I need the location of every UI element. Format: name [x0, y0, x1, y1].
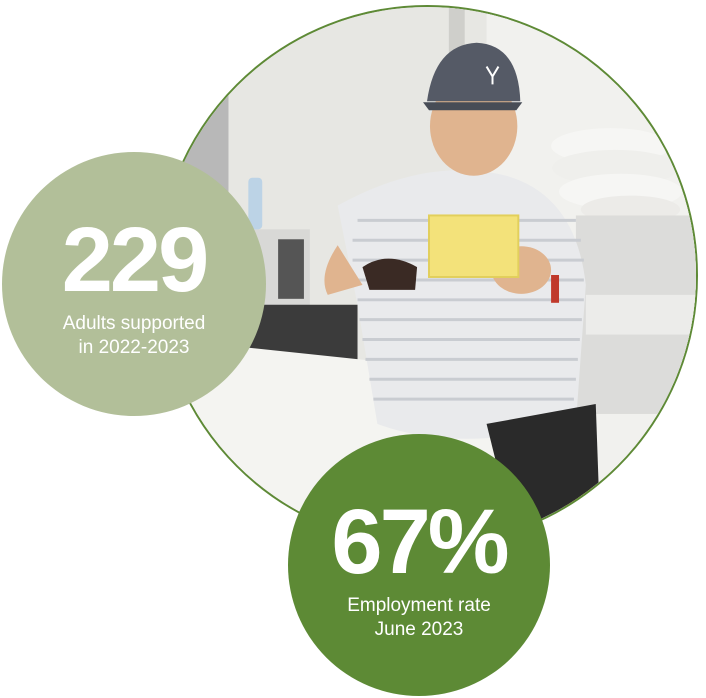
- cap-logo-icon: [485, 66, 500, 85]
- adults-supported-value: 229: [61, 209, 209, 311]
- stat-adults-supported: 229 Adults supported in 2022-2023: [2, 152, 266, 416]
- adults-supported-caption: Adults supported in 2022-2023: [62, 313, 206, 358]
- employment-rate-caption: Employment rate June 2023: [347, 595, 491, 640]
- employment-rate-value: 67%: [331, 491, 509, 593]
- stat-employment-rate: 67% Employment rate June 2023: [288, 434, 550, 696]
